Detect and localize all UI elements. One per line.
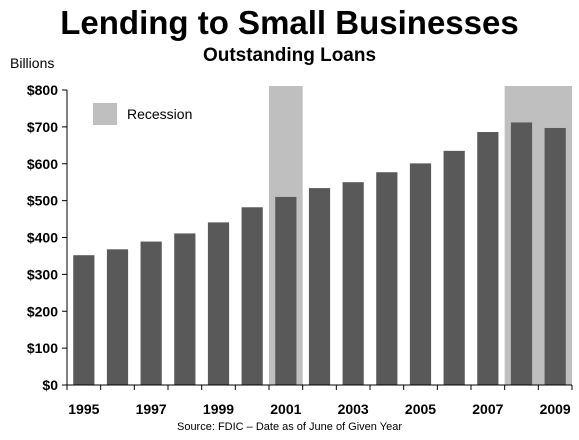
y-tick-label: $800 [27, 82, 58, 98]
y-tick-label: $300 [27, 266, 58, 282]
y-tick-label: $0 [42, 377, 58, 393]
x-tick-label: 1997 [136, 401, 167, 417]
x-tick-label: 2001 [270, 401, 301, 417]
bar-2002 [308, 188, 331, 385]
bar-1999 [207, 222, 230, 385]
bar-2007 [477, 132, 499, 385]
x-tick-label: 2005 [405, 401, 436, 417]
bar-2009 [544, 127, 566, 385]
x-tick-label: 1999 [203, 401, 234, 417]
bar-2005 [409, 163, 432, 385]
x-tick-label: 2007 [472, 401, 503, 417]
y-tick-label: $100 [27, 340, 58, 356]
bar-2003 [342, 182, 364, 385]
legend-swatch-recession [93, 103, 117, 125]
chart-title: Lending to Small Businesses [60, 4, 519, 41]
bar-2006 [443, 150, 465, 385]
bar-2000 [241, 207, 263, 385]
source-note: Source: FDIC – Date as of June of Given … [176, 421, 402, 433]
y-tick-label: $700 [27, 119, 58, 135]
bar-1996 [106, 249, 129, 385]
y-tick-label: $200 [27, 303, 58, 319]
x-tick-label: 2009 [540, 401, 571, 417]
chart-subtitle: Outstanding Loans [202, 45, 377, 66]
bar-1997 [140, 241, 162, 385]
bar-2004 [376, 172, 398, 385]
bar-chart: $0 $100 $200 $300 $400 $500 $600 $700 $800 1995 19… [27, 82, 573, 417]
bar-2008 [510, 122, 533, 385]
y-axis-unit-label: Billions [10, 55, 55, 71]
y-tick-label: $500 [27, 193, 58, 209]
bar-2001 [275, 196, 297, 385]
bar-1995 [73, 255, 95, 385]
bar-1998 [174, 233, 196, 385]
y-tick-label: $600 [27, 156, 58, 172]
y-tick-label: $400 [27, 230, 58, 246]
x-tick-label: 2003 [338, 401, 369, 417]
legend-label-recession: Recession [127, 106, 192, 122]
x-tick-label: 1995 [68, 401, 99, 417]
